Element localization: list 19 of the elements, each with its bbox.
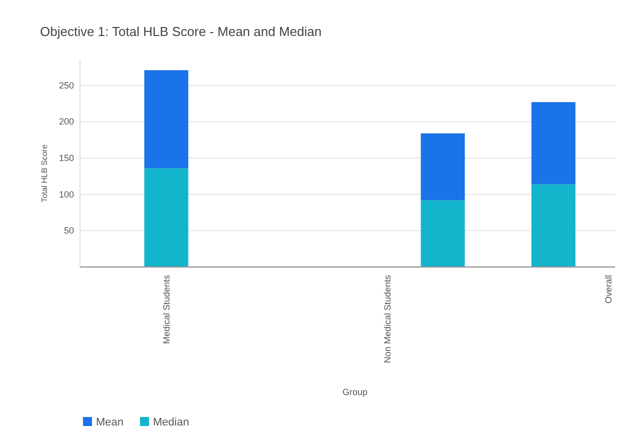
legend-label: Mean: [96, 416, 124, 428]
bar: [531, 184, 576, 267]
bar: [531, 102, 576, 184]
x-tick-label: Overall: [604, 275, 614, 304]
bar: [420, 200, 465, 267]
y-tick-label: 150: [58, 153, 74, 164]
bar: [420, 133, 465, 200]
y-tick-label: 100: [58, 189, 74, 200]
chart-title: Objective 1: Total HLB Score - Mean and Median: [40, 24, 322, 39]
x-axis-title: Group: [342, 387, 368, 397]
y-tick-label: 50: [64, 226, 74, 236]
x-tick-label: Non Medical Students: [382, 274, 392, 364]
bar: [144, 168, 188, 267]
bar: [144, 70, 188, 168]
y-tick-label: 200: [58, 116, 74, 127]
x-tick-label: Medical Students: [161, 274, 172, 344]
y-tick-label: 250: [58, 80, 74, 90]
legend-label: Median: [153, 416, 190, 428]
y-axis-title: Total HLB Score: [40, 144, 49, 202]
